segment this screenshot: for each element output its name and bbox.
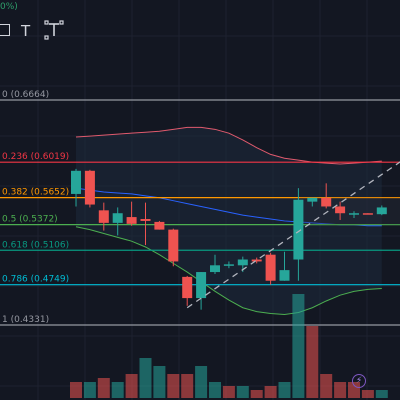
upper-band-line [75,126,382,165]
volume-bar [97,378,110,398]
candle-body[interactable] [112,213,123,223]
volume-bar [361,390,374,398]
volume-histogram [70,294,388,398]
volume-bar [236,386,249,398]
volume-bar [320,374,333,398]
text-tool-icon[interactable]: T [21,22,31,40]
candle-body[interactable] [237,259,248,266]
toolbar-header-fragment: 0%) [0,2,18,12]
candle-body[interactable] [84,170,95,205]
candle-body[interactable] [265,254,276,281]
volume-bar [83,382,96,398]
volume-bar [125,374,138,398]
volume-bar [181,374,194,398]
candlestick-series[interactable] [71,168,387,310]
volume-bar [334,382,347,398]
candle-body[interactable] [210,265,220,273]
candle-body[interactable] [321,197,332,207]
fib-level-label: 0.5 (0.5372) [2,215,58,225]
candle-body[interactable] [140,219,151,221]
volume-bar [264,386,277,398]
volume-bar [222,386,235,398]
candle-body[interactable] [154,221,165,230]
volume-bar [139,358,152,398]
volume-bar [306,326,319,398]
candle-body[interactable] [182,276,193,299]
volume-bar [153,366,166,398]
volume-bar [209,382,221,398]
candle-body[interactable] [307,197,318,202]
volume-bar [111,382,124,398]
fib-level-label: 0.236 (0.6019) [2,152,69,162]
volume-bar [375,390,388,398]
anchored-text-tool-icon[interactable] [44,20,64,40]
replay-bolt-icon[interactable]: ⚡ [352,374,366,388]
candle-body[interactable] [349,213,359,215]
candle-body[interactable] [223,264,234,266]
candle-body[interactable] [376,207,387,215]
volume-bar [250,390,263,398]
fib-level-label: 1 (0.4331) [2,315,49,325]
lower-band-line [75,226,382,315]
fib-level-label: 0.618 (0.5106) [2,240,69,250]
candle-body[interactable] [168,229,179,262]
fib-level-label: 0.786 (0.4749) [2,275,69,285]
anchored-text-glyph [44,20,64,40]
candle-body[interactable] [251,259,262,262]
rectangle-tool-icon[interactable] [0,24,10,36]
candle-body[interactable] [362,213,373,215]
candle-body[interactable] [279,270,290,281]
candle-body[interactable] [71,170,81,194]
candle-body[interactable] [196,272,207,299]
band-fill [76,127,382,315]
candle-body[interactable] [293,199,304,260]
fib-level-label: 0.382 (0.5652) [2,188,69,198]
candle-body[interactable] [126,217,137,224]
bollinger-bands [75,126,382,315]
candle-body[interactable] [335,206,346,214]
candle-body[interactable] [98,210,109,223]
volume-bar [70,382,82,398]
toolbar: 0%) T [0,0,80,44]
fib-level-label: 0 (0.6664) [2,90,49,100]
volume-bar [167,374,180,398]
volume-bar [195,366,208,398]
volume-bar [278,382,291,398]
volume-bar [292,294,305,398]
